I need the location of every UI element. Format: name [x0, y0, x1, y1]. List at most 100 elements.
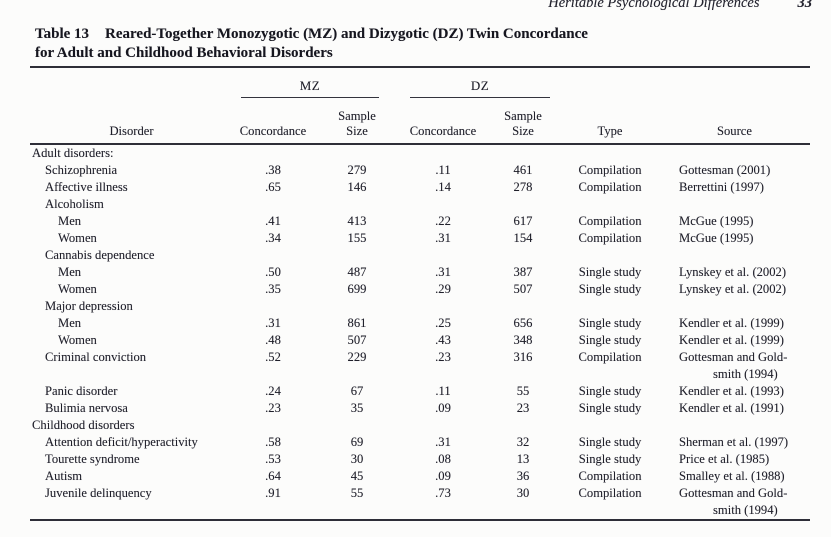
table-row: Criminal conviction .52 229 .23 316 Compilati…	[30, 349, 810, 383]
group-header-mz: MZ	[241, 78, 379, 98]
dz-concordance-cell	[401, 298, 485, 315]
table-row: Women .48 507 .43 348 Single study Kendler et …	[30, 332, 810, 349]
dz-sample-size-cell: 23	[516, 401, 530, 415]
dz-concordance-cell: .08	[435, 452, 451, 466]
mz-concordance-cell: .41	[265, 214, 281, 228]
dz-sample-size-cell: 348	[513, 333, 533, 347]
mz-sample-size-cell	[313, 298, 401, 315]
source-line: McGue (1995)	[679, 231, 754, 245]
section-header-row: Cannabis dependence	[30, 247, 810, 264]
type-cell	[561, 247, 659, 264]
source-cell	[659, 417, 810, 434]
table-row: Autism .64 45 .09 36 Compilation Smalley et al…	[30, 468, 810, 485]
disorder-cell: Affective illness	[45, 180, 128, 194]
table-row: Men .50 487 .31 387 Single study Lynskey et al…	[30, 264, 810, 281]
col-header-dz-concordance: Concordance	[409, 124, 477, 138]
dz-sample-size-cell: 387	[513, 265, 533, 279]
dz-concordance-cell	[401, 417, 485, 434]
table-row: Tourette syndrome .53 30 .08 13 Single study P…	[30, 451, 810, 468]
dz-concordance-cell: .14	[435, 180, 451, 194]
type-cell: Single study	[578, 384, 642, 398]
mz-concordance-cell: .48	[265, 333, 281, 347]
section-header-row: Adult disorders:	[30, 144, 810, 162]
source-line: Lynskey et al. (2002)	[679, 282, 787, 296]
disorder-cell: Men	[58, 316, 82, 330]
mz-sample-size-cell: 55	[350, 486, 364, 500]
mz-sample-size-cell: 146	[347, 180, 367, 194]
type-cell: Compilation	[578, 486, 642, 500]
mz-concordance-cell	[233, 196, 313, 213]
mz-concordance-cell	[233, 144, 313, 162]
dz-concordance-cell: .22	[435, 214, 451, 228]
dz-sample-size-cell: 55	[516, 384, 530, 398]
mz-sample-size-cell	[313, 247, 401, 264]
source-cell: Smalley et al. (1988)	[659, 468, 810, 485]
source-cell	[659, 144, 810, 162]
source-cell: Gottesman and Gold-smith (1994)	[659, 485, 810, 520]
type-cell: Compilation	[578, 163, 642, 177]
type-cell: Compilation	[578, 180, 642, 194]
mz-concordance-cell: .91	[265, 486, 281, 500]
mz-sample-size-cell: 35	[350, 401, 364, 415]
group-header-dz: DZ	[410, 78, 550, 98]
mz-sample-size-cell	[313, 144, 401, 162]
dz-concordance-cell: .43	[435, 333, 451, 347]
disorder-cell: Autism	[45, 469, 83, 483]
disorder-cell: Major depression	[45, 299, 133, 313]
disorder-cell: Schizophrenia	[45, 163, 118, 177]
section-header-row: Childhood disorders	[30, 417, 810, 434]
concordance-table: MZ DZ Disorder Concordance Sample Size Co…	[30, 66, 810, 521]
dz-concordance-cell	[401, 144, 485, 162]
disorder-cell: Adult disorders:	[32, 146, 114, 160]
type-cell: Single study	[578, 282, 642, 296]
dz-sample-size-cell: 278	[513, 180, 533, 194]
mz-concordance-cell: .23	[265, 401, 281, 415]
source-line: Gottesman and Gold-	[679, 350, 788, 364]
source-line: smith (1994)	[713, 503, 778, 517]
source-line: Kendler et al. (1993)	[679, 384, 784, 398]
dz-concordance-cell: .11	[435, 163, 451, 177]
type-cell	[561, 417, 659, 434]
type-cell: Single study	[578, 452, 642, 466]
table-caption: Table 13 Reared-Together Monozygotic (MZ)…	[35, 25, 795, 62]
source-cell: Kendler et al. (1999)	[659, 332, 810, 349]
source-line: Berrettini (1997)	[679, 180, 764, 194]
page-number: 33	[797, 0, 813, 11]
section-header-row: Alcoholism	[30, 196, 810, 213]
dz-sample-size-cell: 316	[513, 350, 533, 364]
table-label: Table 13	[35, 26, 90, 42]
mz-concordance-cell	[233, 298, 313, 315]
source-cell	[659, 247, 810, 264]
mz-sample-size-cell: 155	[347, 231, 367, 245]
source-cell: Price et al. (1985)	[659, 451, 810, 468]
source-line: Kendler et al. (1999)	[679, 333, 784, 347]
mz-sample-size-cell: 699	[347, 282, 367, 296]
mz-sample-size-cell: 45	[350, 469, 364, 483]
mz-concordance-cell: .58	[265, 435, 281, 449]
dz-concordance-cell: .31	[435, 435, 451, 449]
type-cell: Single study	[578, 435, 642, 449]
table-row: Schizophrenia .38 279 .11 461 Compilation Gott…	[30, 162, 810, 179]
disorder-cell: Alcoholism	[45, 197, 104, 211]
dz-sample-size-cell	[485, 144, 561, 162]
source-line: Price et al. (1985)	[679, 452, 770, 466]
mz-concordance-cell: .65	[265, 180, 281, 194]
disorder-cell: Men	[58, 265, 82, 279]
mz-concordance-cell	[233, 417, 313, 434]
type-cell: Single study	[578, 401, 642, 415]
source-line: Kendler et al. (1991)	[679, 401, 784, 415]
dz-concordance-cell: .73	[435, 486, 451, 500]
col-header-type: Type	[597, 124, 623, 138]
source-cell	[659, 298, 810, 315]
mz-sample-size-cell	[313, 417, 401, 434]
mz-concordance-cell: .34	[265, 231, 281, 245]
source-line: Gottesman (2001)	[679, 163, 771, 177]
dz-sample-size-cell	[485, 298, 561, 315]
type-cell: Compilation	[578, 350, 642, 364]
mz-concordance-cell	[233, 247, 313, 264]
source-line: McGue (1995)	[679, 214, 754, 228]
dz-concordance-cell: .23	[435, 350, 451, 364]
dz-concordance-cell: .25	[435, 316, 451, 330]
dz-sample-size-cell	[485, 196, 561, 213]
